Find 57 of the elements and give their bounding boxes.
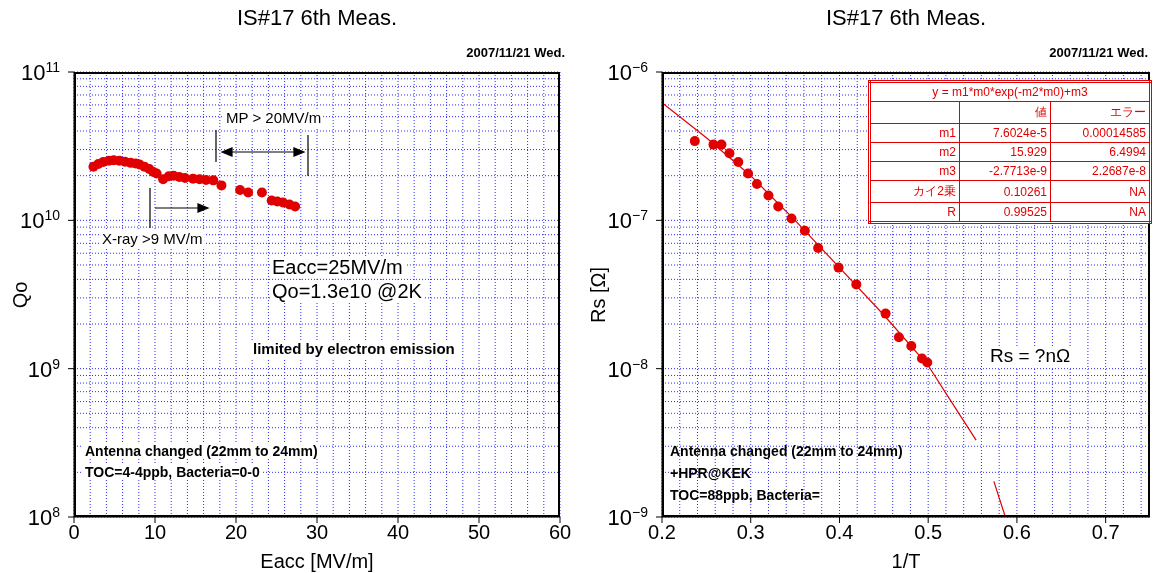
x-tick-label: 0 [68,521,80,543]
annotation: -2.7713e-9 [959,161,1051,181]
annotation: 0.00014585 [1050,123,1151,143]
y-tick-label: 10$^{−9}$ [607,504,649,530]
x-tick-label: 0.7 [1091,521,1120,543]
x-tick-label: 30 [305,521,329,543]
annotation: R [869,202,960,223]
annotation: +HPR@KEK [670,465,751,482]
text: 2007/11/21 Wed. [466,45,565,61]
x-tick-label: 0.2 [648,521,676,543]
annotation: TOC=88ppb, Bacteria= [670,487,820,504]
y-tick-label: 10$^{8}$ [27,504,61,530]
annotation: エラー [1050,101,1151,124]
annotation: 7.6024e-5 [959,123,1051,143]
x-tick-label: 40 [386,521,410,543]
annotation: Antenna changed (22mm to 24mm) [670,443,903,460]
x-axis-title: 1/T [890,550,922,572]
y-tick-label: 10$^{11}$ [20,59,61,85]
annotation: Eacc=25MV/m [270,256,405,278]
annotation: MP > 20MV/m [224,109,324,127]
annotation: Rs = ?nΩ [988,345,1073,367]
y-tick-label: 10$^{−8}$ [607,355,649,382]
y-tick-label: 10$^{10}$ [19,207,61,234]
x-tick-label: 10 [143,521,167,543]
annotation: m3 [869,161,960,181]
annotation: 2.2687e-8 [1050,161,1151,181]
x-tick-label: 60 [548,521,572,543]
annotation: TOC=4-4ppb, Bacteria=0-0 [83,464,262,481]
y-tick-label: 10$^{−6}$ [607,59,649,85]
annotation: 15.929 [959,142,1051,162]
annotation: y = m1*m0*exp(-m2*m0)+m3 [869,81,1151,102]
annotation: Antenna changed (22mm to 24mm) [83,443,320,460]
x-tick-label: 0.4 [825,521,854,543]
annotation: 値 [959,101,1051,124]
annotation: 6.4994 [1050,142,1151,162]
annotation: limited by electron emission [251,340,457,358]
chart-title: IS#17 6th Meas. [235,5,399,31]
annotation: NA [1050,180,1151,203]
x-tick-label: 0.6 [1003,521,1031,543]
annotation: Qo=1.3e10 @2K [270,280,424,302]
annotation: m1 [869,123,960,143]
annotation: X-ray >9 MV/m [100,230,205,248]
annotation: カイ2乗 [869,180,960,203]
x-tick-label: 0.3 [736,521,765,543]
y-tick-label: 10$^{9}$ [27,355,61,382]
text: 2007/11/21 Wed. [1049,45,1148,61]
y-tick-label: 10$^{−7}$ [607,207,649,234]
annotation: 0.99525 [959,202,1051,223]
annotation: m2 [869,142,960,162]
y-axis-title: Rs [Ω] [586,266,610,323]
x-tick-label: 20 [224,521,248,543]
annotation: 0.10261 [959,180,1051,203]
x-tick-label: 50 [467,521,491,543]
chart-title: IS#17 6th Meas. [824,5,988,31]
y-axis-title: Qo [8,281,32,308]
x-axis-title: Eacc [MV/m] [259,550,375,572]
x-tick-label: 0.5 [914,521,943,543]
